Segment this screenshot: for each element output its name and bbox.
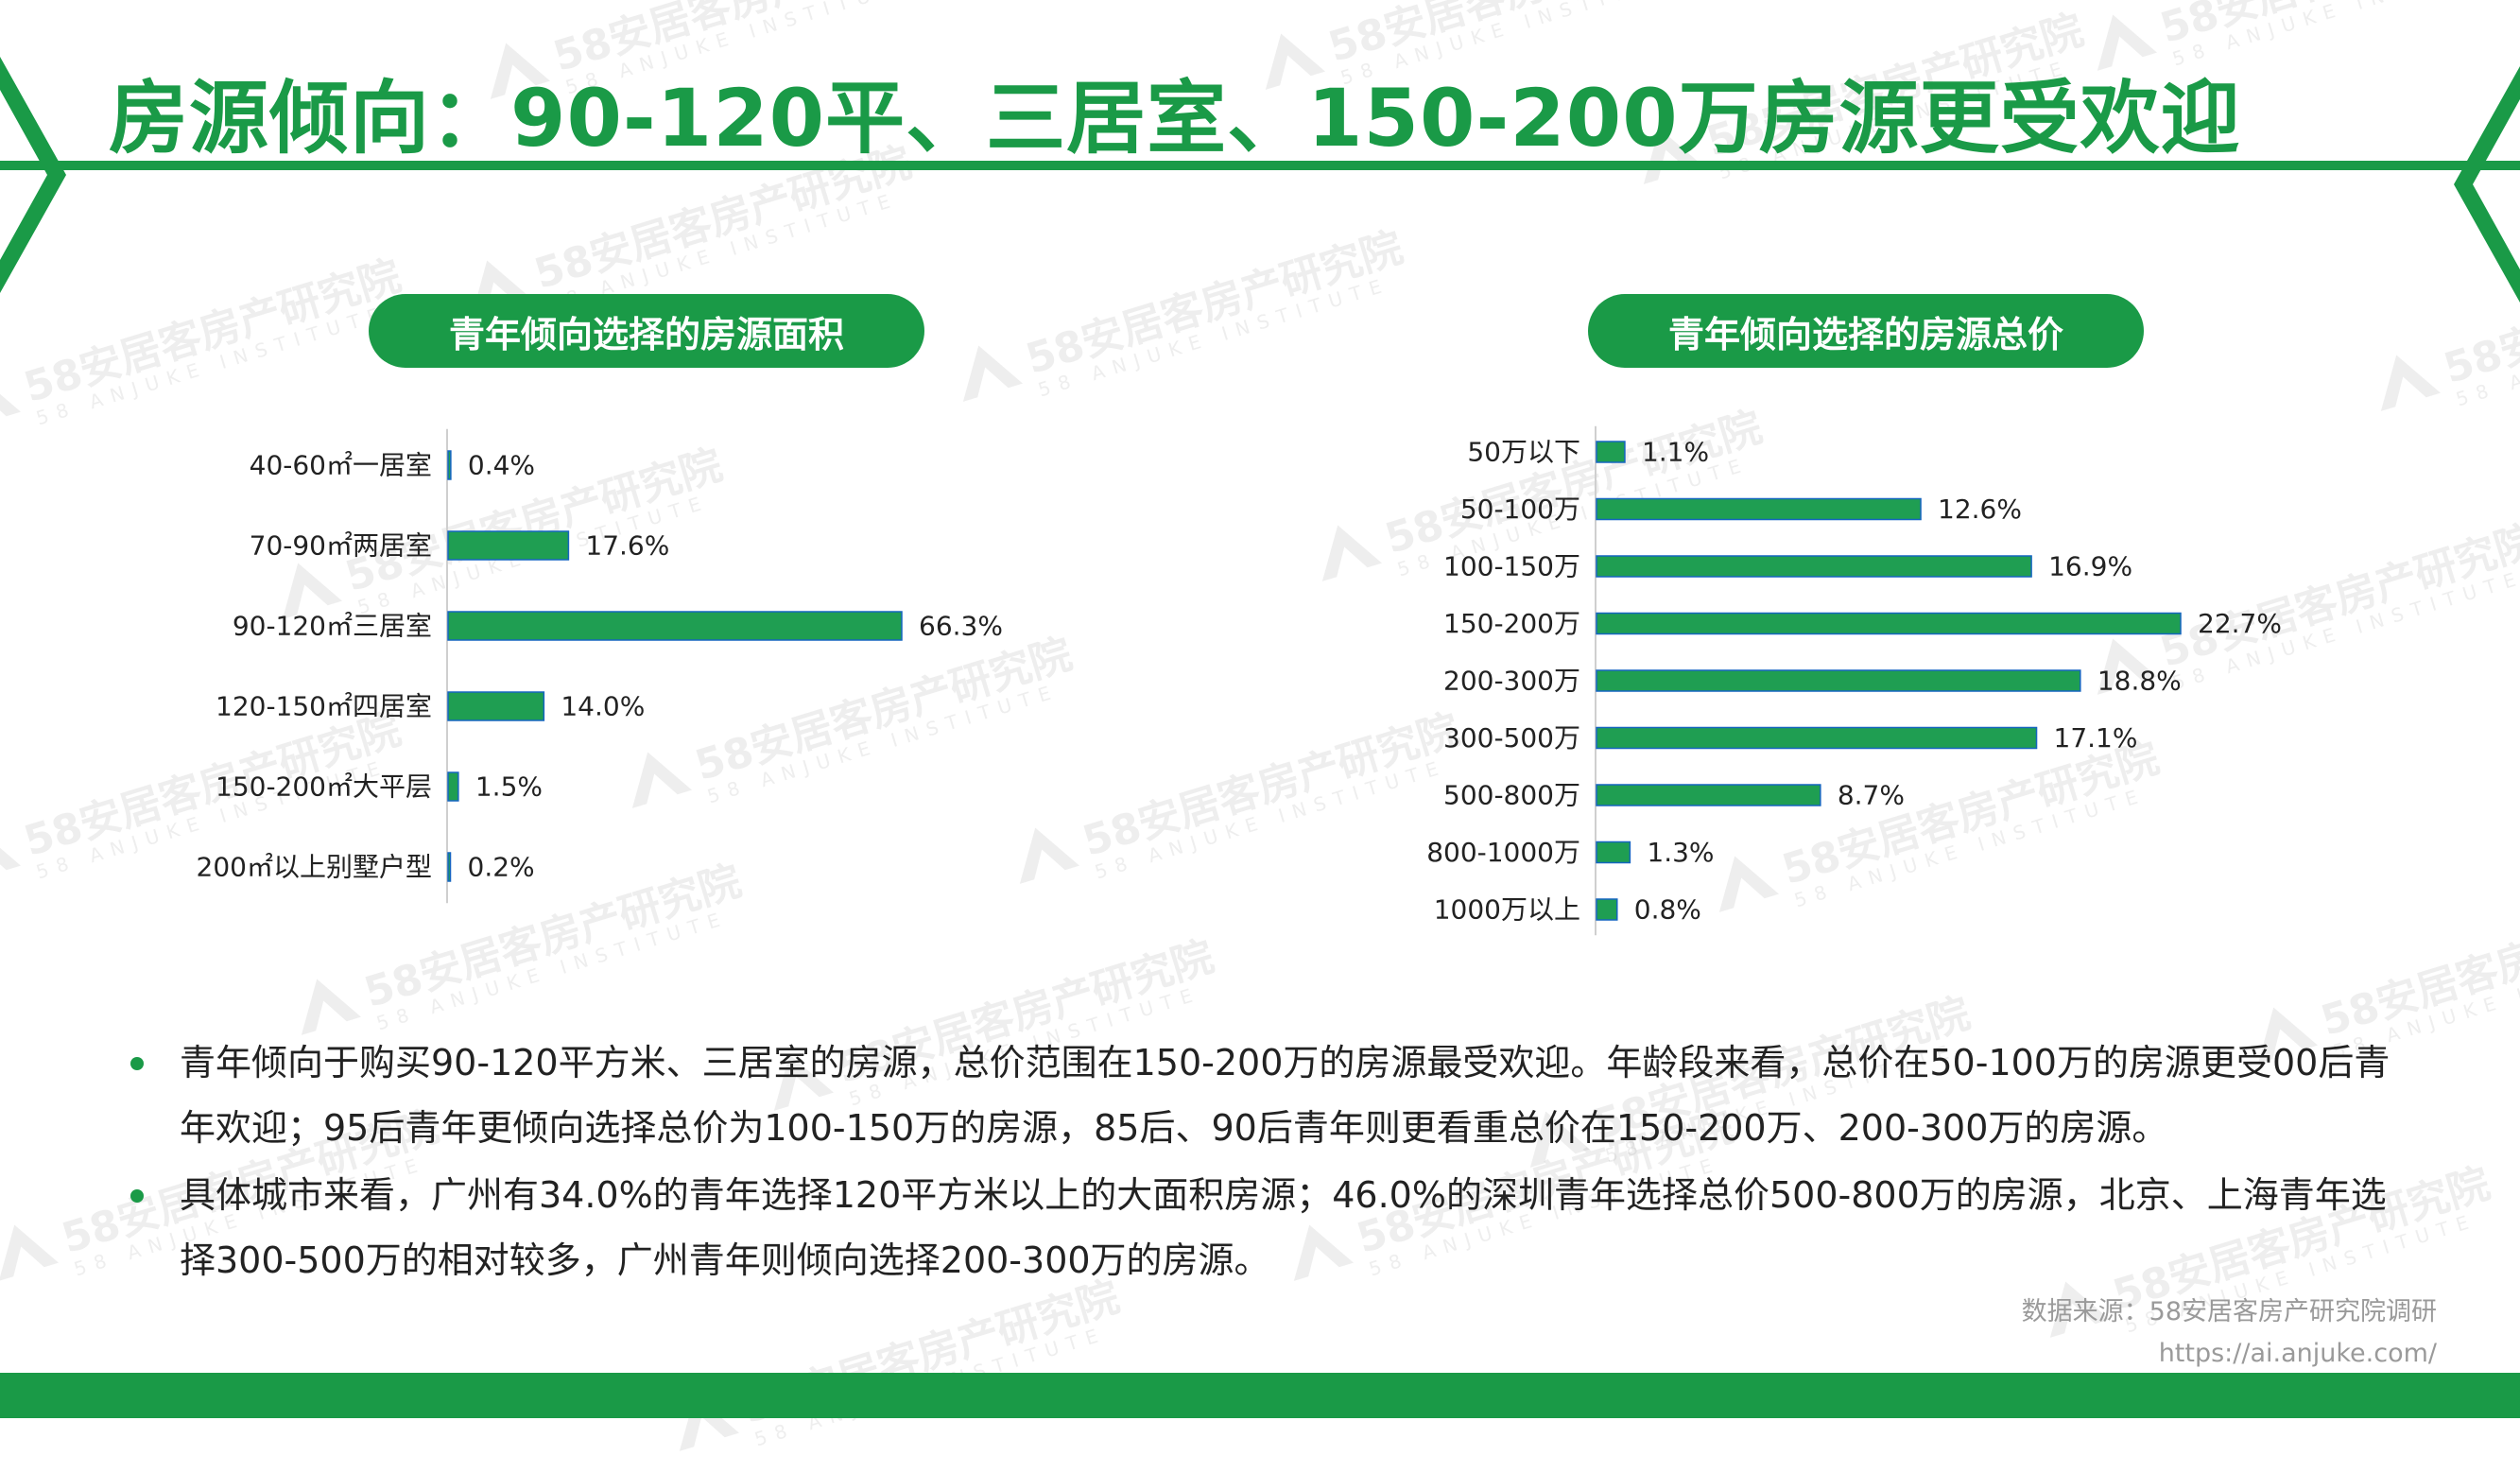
value-label: 22.7%: [2198, 608, 2282, 639]
bar-charts: 40-60㎡一居室 0.4% 70-90㎡两居室 17.6% 90-120㎡三居室 66.…: [197, 425, 2282, 936]
category-label: 40-60㎡一居室: [250, 450, 432, 481]
value-label: 17.6%: [585, 530, 669, 562]
category-label: 50万以下: [1467, 437, 1580, 468]
title-underline: [0, 161, 2520, 170]
category-label: 120-150㎡四居室: [216, 691, 432, 722]
category-label: 300-500万: [1443, 722, 1580, 754]
value-label: 17.1%: [2054, 722, 2138, 754]
value-label: 66.3%: [919, 611, 1003, 642]
value-label: 0.2%: [468, 852, 535, 883]
bar: [1596, 555, 2032, 578]
bar: [447, 611, 903, 641]
category-label: 200㎡以上别墅户型: [197, 852, 432, 883]
bar: [447, 852, 452, 882]
bullet-dot: [130, 1057, 144, 1070]
bar: [1596, 898, 1618, 921]
source-url: https://ai.anjuke.com/: [2158, 1339, 2437, 1368]
category-label: 90-120㎡三居室: [233, 611, 432, 642]
summary-bullets: 青年倾向于购买90-120平方米、三居室的房源，总价范围在150-200万的房源…: [130, 1031, 2391, 1295]
value-label: 0.8%: [1634, 894, 1701, 926]
bullet-text: 具体城市来看，广州有34.0%的青年选择120平方米以上的大面积房源；46.0%…: [180, 1174, 2387, 1281]
watermark-logo-icon: [0, 1224, 59, 1281]
value-label: 16.9%: [2048, 551, 2132, 582]
bar: [1596, 669, 2081, 692]
value-label: 1.5%: [475, 771, 543, 803]
page-title: 房源倾向：90-120平、三居室、150-200万房源更受欢迎: [109, 72, 2241, 165]
bar: [1596, 497, 1922, 521]
value-label: 1.1%: [1642, 437, 1709, 468]
bar: [447, 450, 452, 480]
category-label: 50-100万: [1460, 494, 1580, 525]
category-label: 200-300万: [1443, 666, 1580, 697]
footer-bar: [0, 1373, 2520, 1418]
value-label: 12.6%: [1938, 494, 2022, 525]
bar: [447, 691, 545, 721]
bar: [1596, 784, 1821, 806]
bar: [1596, 441, 1626, 463]
category-label: 1000万以上: [1434, 894, 1580, 926]
bullet-text: 青年倾向于购买90-120平方米、三居室的房源，总价范围在150-200万的房源…: [180, 1042, 2391, 1149]
value-label: 1.3%: [1647, 837, 1714, 868]
category-label: 500-800万: [1443, 780, 1580, 811]
bullet-item: 青年倾向于购买90-120平方米、三居室的房源，总价范围在150-200万的房源…: [130, 1031, 2391, 1161]
value-label: 18.8%: [2097, 666, 2182, 697]
bar: [447, 771, 459, 802]
category-label: 100-150万: [1443, 551, 1580, 582]
value-label: 8.7%: [1838, 780, 1905, 811]
left-chevron-decoration: [0, 57, 66, 293]
bullet-dot: [130, 1189, 144, 1203]
source-text: 数据来源：58安居客房产研究院调研: [2021, 1297, 2437, 1326]
category-label: 800-1000万: [1426, 837, 1580, 868]
chart-title-price: 青年倾向选择的房源总价: [1588, 294, 2144, 368]
bar: [1596, 726, 2038, 750]
category-label: 150-200万: [1443, 608, 1580, 639]
value-label: 0.4%: [468, 450, 535, 481]
bar: [447, 530, 570, 561]
bullet-item: 具体城市来看，广州有34.0%的青年选择120平方米以上的大面积房源；46.0%…: [130, 1163, 2391, 1293]
right-chevron-decoration: [2454, 66, 2520, 303]
bar: [1596, 612, 2182, 635]
category-label: 150-200㎡大平层: [216, 771, 432, 803]
bar: [1596, 840, 1631, 864]
data-source: 数据来源：58安居客房产研究院调研 https://ai.anjuke.com/: [2022, 1291, 2437, 1375]
category-label: 70-90㎡两居室: [250, 530, 432, 562]
value-label: 14.0%: [561, 691, 645, 722]
chart-title-area: 青年倾向选择的房源面积: [369, 294, 924, 368]
